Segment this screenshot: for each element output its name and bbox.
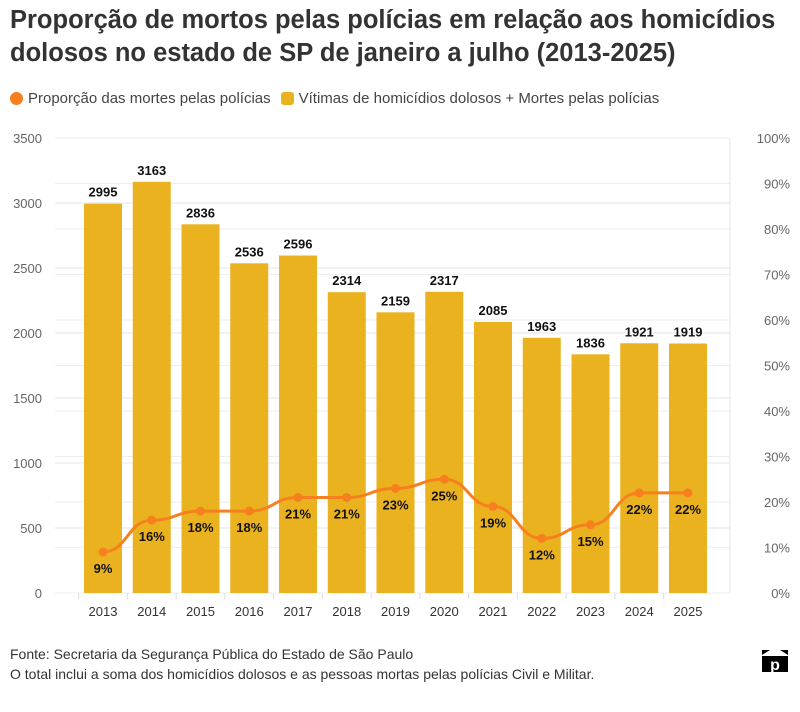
y2-tick-label: 80% (764, 222, 790, 237)
source-text: Fonte: Secretaria da Segurança Pública d… (10, 646, 414, 662)
x-tick-label: 2023 (576, 604, 605, 619)
bar-value-label: 2596 (284, 237, 313, 252)
line-value-label: 18% (236, 520, 262, 535)
y2-tick-label: 70% (764, 268, 790, 283)
line-value-label: 15% (577, 534, 603, 549)
line-value-label: 9% (94, 561, 113, 576)
x-tick-label: 2022 (527, 604, 556, 619)
bar-value-label: 2995 (89, 185, 118, 200)
line-value-label: 19% (480, 516, 506, 531)
line-point (293, 492, 303, 502)
legend-swatch-line (10, 92, 23, 105)
bar (571, 354, 610, 593)
bar (181, 224, 220, 593)
line-point (488, 502, 498, 512)
x-tick-label: 2018 (332, 604, 361, 619)
y-tick-label: 500 (20, 521, 42, 536)
x-tick-label: 2020 (430, 604, 459, 619)
bar-value-label: 2836 (186, 205, 215, 220)
bar-value-label: 1919 (674, 325, 703, 340)
line-point (147, 515, 157, 525)
x-tick-label: 2013 (89, 604, 118, 619)
bar-value-label: 1836 (576, 335, 605, 350)
y2-tick-label: 20% (764, 495, 790, 510)
y2-tick-label: 60% (764, 313, 790, 328)
x-tick-label: 2021 (479, 604, 508, 619)
x-tick-label: 2014 (137, 604, 166, 619)
line-point (244, 506, 254, 516)
bar-value-label: 2159 (381, 293, 410, 308)
publisher-logo: p (762, 650, 788, 674)
line-value-label: 12% (529, 547, 555, 562)
bar (620, 343, 659, 593)
line-point (196, 506, 205, 516)
bar-value-label: 1921 (625, 324, 654, 339)
bar-value-label: 2085 (479, 303, 508, 318)
line-value-label: 22% (626, 502, 652, 517)
bar-value-label: 2317 (430, 273, 459, 288)
footer: Fonte: Secretaria da Segurança Pública d… (10, 644, 594, 684)
bar-value-label: 1963 (527, 319, 556, 334)
y2-tick-label: 50% (764, 359, 790, 374)
line-point (586, 520, 595, 530)
legend-item-line[interactable]: Proporção das mortes pelas polícias (10, 90, 271, 107)
y2-tick-label: 40% (764, 404, 790, 419)
legend-label: Proporção das mortes pelas polícias (28, 90, 271, 107)
note-text: O total inclui a soma dos homicídios dol… (10, 666, 595, 682)
y-tick-label: 2000 (13, 326, 42, 341)
line-value-label: 16% (139, 529, 165, 544)
line-point (342, 492, 352, 502)
line-value-label: 22% (675, 502, 701, 517)
y2-tick-label: 30% (764, 450, 790, 465)
line-point (683, 488, 693, 498)
bar (279, 255, 317, 593)
line-point (634, 488, 644, 498)
line-value-label: 18% (187, 520, 213, 535)
line-point (98, 547, 108, 557)
y2-tick-label: 100% (757, 131, 791, 146)
x-tick-label: 2017 (284, 604, 313, 619)
bar (669, 343, 707, 593)
svg-text:p: p (770, 657, 780, 674)
y-tick-label: 3000 (13, 196, 42, 211)
y-tick-label: 1000 (13, 456, 42, 471)
line-point (537, 533, 547, 543)
y-tick-label: 2500 (13, 261, 42, 276)
bar (84, 203, 122, 593)
line-value-label: 25% (431, 488, 457, 503)
legend-label: Vítimas de homicídios dolosos + Mortes p… (298, 90, 660, 107)
y2-tick-label: 10% (764, 541, 790, 556)
bar (425, 291, 464, 593)
bar-value-label: 2536 (235, 244, 264, 259)
x-tick-label: 2015 (186, 604, 215, 619)
legend: Proporção das mortes pelas polícias Víti… (10, 90, 659, 107)
y-tick-label: 1500 (13, 391, 42, 406)
bar (474, 321, 512, 593)
x-tick-label: 2024 (625, 604, 654, 619)
bar-value-label: 3163 (137, 163, 166, 178)
chart-title: Proporção de mortos pelas polícias em re… (10, 6, 776, 67)
y-tick-label: 3500 (13, 131, 42, 146)
line-value-label: 21% (285, 506, 311, 521)
y2-tick-label: 90% (764, 177, 790, 192)
bar (376, 312, 415, 593)
bar (327, 292, 366, 593)
x-tick-label: 2016 (235, 604, 264, 619)
bar (522, 337, 561, 593)
bar (230, 263, 269, 593)
x-tick-label: 2025 (674, 604, 703, 619)
line-point (391, 483, 400, 493)
line-point (439, 474, 449, 484)
legend-item-bar[interactable]: Vítimas de homicídios dolosos + Mortes p… (280, 90, 660, 107)
bar-value-label: 2314 (332, 273, 362, 288)
y2-tick-label: 0% (771, 586, 790, 601)
line-value-label: 23% (382, 497, 408, 512)
legend-swatch-bar (280, 92, 294, 105)
line-value-label: 21% (334, 506, 360, 521)
y-tick-label: 0 (35, 586, 42, 601)
x-tick-label: 2019 (381, 604, 410, 619)
